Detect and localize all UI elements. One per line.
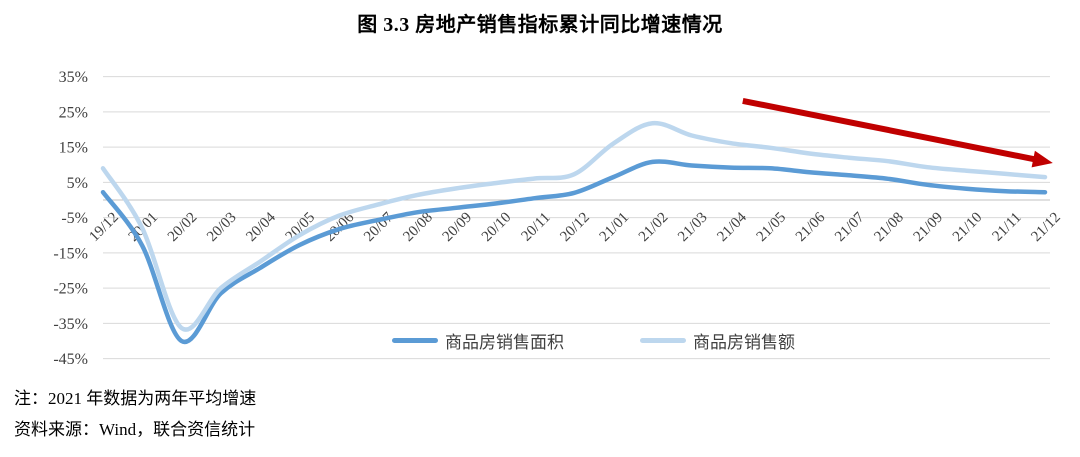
x-tick-label: 21/06 <box>793 209 829 245</box>
x-tick-label: 20/03 <box>204 210 239 245</box>
y-axis-labels: 35% 25% 15% 5% -5% -15% -25% -35% -45% <box>53 69 88 368</box>
y-tick-label: -25% <box>53 281 88 298</box>
x-tick-label: 21/04 <box>714 209 750 245</box>
y-tick-label: -35% <box>53 316 88 333</box>
note-line: 注：2021 年数据为两年平均增速 <box>14 389 257 408</box>
chart-legend: 商品房销售面积 商品房销售额 <box>392 328 795 353</box>
trend-arrow-shaft <box>742 97 1040 164</box>
x-tick-label: 20/11 <box>519 210 554 245</box>
sales-amount-line-swatch <box>640 338 686 343</box>
source-line: 资料来源：Wind，联合资信统计 <box>14 420 256 439</box>
x-axis-labels: 19/12 20/01 20/02 20/03 20/04 20/05 20/06 20/07… <box>86 209 1063 245</box>
x-tick-label: 20/07 <box>361 209 397 245</box>
legend-item-sales-amount: 商品房销售额 <box>640 328 795 353</box>
legend-item-sales-area: 商品房销售面积 <box>392 328 564 353</box>
x-tick-label: 21/11 <box>990 210 1025 245</box>
line-chart: 35% 25% 15% 5% -5% -15% -25% -35% -45% 19/12 20/01… <box>53 69 1063 368</box>
x-tick-label: 21/12 <box>1028 210 1063 245</box>
y-tick-label: -5% <box>61 210 88 227</box>
x-tick-label: 21/09 <box>911 210 946 245</box>
y-tick-label: -45% <box>53 351 88 368</box>
x-tick-label: 20/12 <box>557 210 592 245</box>
y-tick-label: 5% <box>67 175 88 192</box>
x-tick-label: 20/02 <box>165 210 200 245</box>
y-tick-label: 25% <box>59 104 88 121</box>
x-tick-label: 21/07 <box>832 209 868 245</box>
x-tick-label: 19/12 <box>86 210 121 245</box>
legend-label-sales-amount: 商品房销售额 <box>693 333 795 352</box>
series-line-sales-amount <box>100 120 1048 332</box>
x-tick-label: 21/02 <box>636 210 671 245</box>
chart-notes: 注：2021 年数据为两年平均增速 资料来源：Wind，联合资信统计 <box>14 383 256 445</box>
x-tick-label: 20/04 <box>243 209 279 245</box>
x-tick-label: 21/08 <box>871 210 906 245</box>
x-tick-label: 20/09 <box>440 210 475 245</box>
trend-arrow-head <box>1031 150 1053 168</box>
y-tick-label: 35% <box>59 69 88 86</box>
gridlines <box>103 76 1050 360</box>
x-tick-label: 21/03 <box>675 210 710 245</box>
x-tick-label: 21/10 <box>950 210 985 245</box>
x-tick-label: 21/05 <box>754 210 789 245</box>
y-tick-label: 15% <box>59 140 88 157</box>
legend-label-sales-area: 商品房销售面积 <box>445 333 564 352</box>
chart-title: 图 3.3 房地产销售指标累计同比增速情况 <box>357 14 723 36</box>
series-line-sales-area <box>100 159 1048 345</box>
y-tick-label: -15% <box>53 245 88 262</box>
sales-area-line-swatch <box>392 338 438 343</box>
x-tick-label: 20/10 <box>479 210 514 245</box>
x-tick-label: 21/01 <box>597 210 632 245</box>
